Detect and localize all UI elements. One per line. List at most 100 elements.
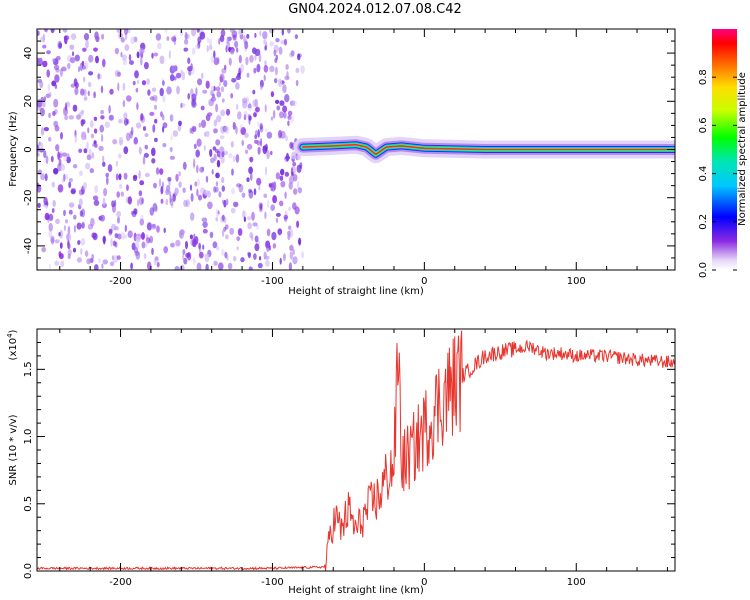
noise-speck — [87, 127, 90, 134]
noise-speck — [66, 232, 72, 242]
noise-speck — [108, 228, 113, 234]
noise-speck — [171, 65, 176, 72]
noise-speck — [48, 136, 52, 142]
noise-speck — [247, 252, 251, 259]
noise-speck — [152, 94, 158, 102]
noise-speck — [284, 171, 290, 177]
noise-speck — [269, 29, 275, 34]
noise-speck — [110, 237, 113, 247]
noise-speck — [87, 90, 90, 96]
noise-speck — [284, 94, 290, 103]
noise-speck — [274, 66, 278, 76]
noise-speck — [275, 99, 280, 104]
noise-speck — [251, 47, 257, 54]
x-tick-label: 0 — [421, 577, 427, 588]
noise-speck — [215, 172, 220, 179]
noise-speck — [253, 67, 257, 74]
noise-speck — [124, 224, 127, 233]
noise-speck — [111, 255, 114, 260]
noise-speck — [279, 200, 284, 207]
noise-speck — [91, 152, 95, 159]
noise-speck — [117, 71, 121, 77]
noise-speck — [144, 133, 149, 137]
noise-speck — [182, 253, 185, 260]
noise-speck — [90, 217, 95, 227]
snr-y-label: SNR (10 * v/v) — [8, 414, 19, 485]
noise-speck — [229, 227, 235, 235]
noise-speck — [247, 114, 251, 121]
noise-speck — [66, 233, 70, 241]
noise-speck — [162, 122, 168, 129]
noise-speck — [285, 64, 289, 70]
y-tick-label: 0.5 — [23, 496, 34, 512]
noise-speck — [258, 185, 261, 191]
noise-speck — [275, 217, 279, 223]
noise-speck — [230, 207, 236, 214]
noise-speck — [254, 243, 260, 252]
noise-speck — [184, 31, 188, 41]
noise-speck — [248, 266, 253, 270]
noise-speck — [248, 166, 254, 175]
noise-speck — [204, 190, 210, 196]
noise-speck — [59, 68, 63, 77]
noise-speck — [253, 188, 257, 196]
noise-speck — [103, 187, 108, 197]
noise-speck — [138, 197, 144, 206]
noise-speck — [244, 132, 249, 138]
noise-speck — [55, 218, 60, 224]
noise-speck — [196, 138, 202, 147]
noise-speck — [86, 258, 91, 265]
x-tick-label: -100 — [261, 577, 284, 588]
noise-speck — [93, 91, 96, 99]
noise-speck — [236, 47, 239, 53]
noise-speck — [124, 44, 130, 51]
noise-speck — [239, 124, 243, 130]
y-tick-label: 1.0 — [23, 429, 34, 445]
y-tick-label: 0.0 — [23, 563, 34, 579]
noise-speck — [238, 29, 244, 36]
noise-speck — [94, 185, 99, 194]
noise-speck — [48, 91, 52, 97]
noise-speck — [50, 155, 54, 163]
noise-speck — [241, 192, 246, 198]
noise-speck — [196, 164, 199, 174]
noise-speck — [157, 42, 162, 50]
noise-speck — [75, 82, 79, 89]
noise-speck — [168, 190, 172, 197]
noise-speck — [140, 115, 146, 124]
noise-speck — [142, 126, 147, 131]
noise-speck — [292, 248, 295, 256]
noise-speck — [300, 65, 305, 74]
noise-speck — [213, 186, 217, 193]
noise-speck — [215, 181, 218, 187]
noise-speck — [220, 155, 225, 164]
noise-speck — [80, 109, 85, 114]
noise-speck — [110, 261, 115, 267]
noise-speck — [61, 66, 67, 72]
noise-speck — [81, 65, 86, 70]
noise-speck — [60, 260, 65, 268]
noise-speck — [132, 175, 138, 182]
noise-speck — [53, 64, 60, 70]
noise-speck — [221, 68, 227, 74]
noise-speck — [54, 125, 60, 132]
noise-speck — [83, 148, 88, 154]
noise-speck — [70, 189, 76, 195]
noise-speck — [238, 54, 242, 64]
noise-speck — [259, 203, 263, 211]
noise-speck — [109, 88, 114, 95]
noise-speck — [85, 39, 89, 49]
noise-speck — [116, 211, 121, 218]
noise-speck — [68, 202, 75, 208]
noise-speck — [156, 225, 160, 233]
noise-speck — [102, 197, 106, 206]
noise-speck — [170, 134, 173, 141]
noise-speck — [236, 183, 242, 188]
noise-speck — [292, 256, 298, 265]
noise-speck — [43, 127, 50, 132]
noise-speck — [149, 235, 154, 244]
signal-track — [293, 135, 675, 164]
noise-speck — [275, 212, 281, 217]
noise-speck — [213, 119, 218, 127]
noise-speck — [169, 155, 175, 160]
